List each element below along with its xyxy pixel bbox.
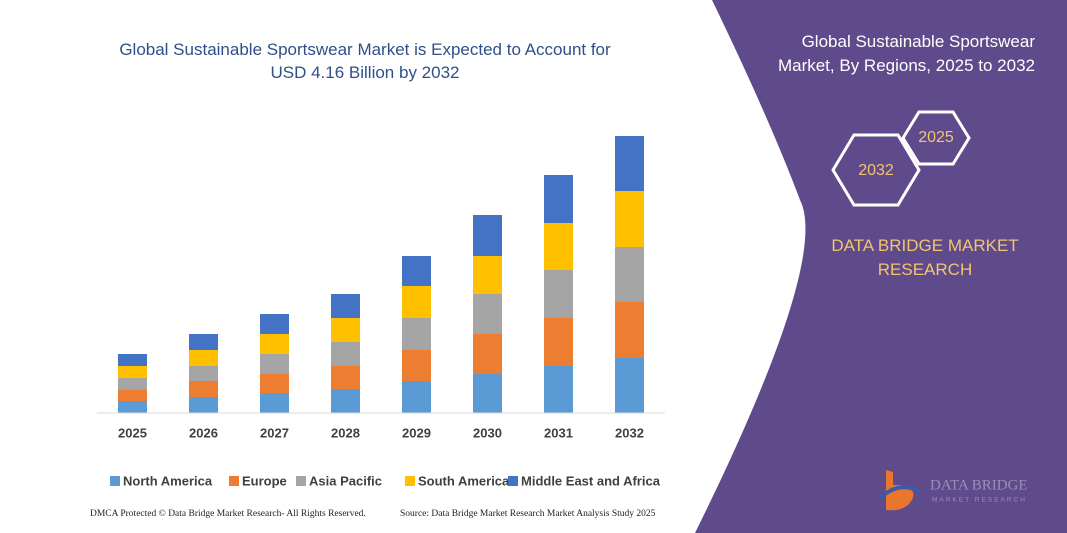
bar-segment: [544, 318, 573, 366]
bar-segment: [331, 366, 360, 389]
bar-segment: [473, 215, 502, 256]
footer-left: DMCA Protected © Data Bridge Market Rese…: [90, 509, 366, 519]
x-tick-label: 2025: [118, 425, 147, 440]
bar-segment: [331, 294, 360, 318]
bar-segment: [473, 374, 502, 413]
legend-label: Middle East and Africa: [521, 473, 661, 488]
x-tick-label: 2031: [544, 425, 573, 440]
bar-segment: [118, 390, 147, 401]
x-tick-label: 2029: [402, 425, 431, 440]
brand: DATA BRIDGE MARKET RESEARCH: [831, 236, 1019, 279]
hex-label: 2025: [918, 129, 954, 146]
logo-name: DATA BRIDGE: [930, 477, 1028, 493]
bar-segment: [473, 256, 502, 294]
bar-segment: [615, 358, 644, 413]
hex-label: 2032: [858, 162, 894, 179]
logo-tagline: MARKET RESEARCH: [932, 497, 1027, 504]
bar-segment: [402, 256, 431, 286]
legend-swatch: [229, 476, 239, 486]
bar-segment: [473, 334, 502, 374]
bar-segment: [615, 191, 644, 247]
bar-segment: [615, 136, 644, 191]
x-tick-label: 2028: [331, 425, 360, 440]
hexagon: [901, 110, 971, 166]
bar-segment: [402, 286, 431, 318]
bar-segment: [189, 381, 218, 397]
footer-right: Source: Data Bridge Market Research Mark…: [400, 509, 656, 519]
bar-segment: [544, 270, 573, 318]
bar-segment: [402, 381, 431, 413]
legend-swatch: [405, 476, 415, 486]
legend-swatch: [508, 476, 518, 486]
chart-title: Global Sustainable Sportswear Market is …: [119, 40, 611, 82]
legend-swatch: [110, 476, 120, 486]
legend-label: Europe: [242, 473, 287, 488]
bar-segment: [260, 374, 289, 393]
bar-segment: [260, 393, 289, 413]
x-tick-label: 2027: [260, 425, 289, 440]
bar-segment: [544, 223, 573, 270]
bar-segment: [331, 318, 360, 342]
logo-mark: [878, 485, 922, 500]
x-tick-label: 2030: [473, 425, 502, 440]
panel-title: Global Sustainable Sportswear Market, By…: [777, 32, 1035, 75]
hexagon: [831, 133, 921, 207]
bar-segment: [260, 334, 289, 354]
bar-segment: [260, 354, 289, 374]
legend-label: North America: [123, 473, 213, 488]
bar-segment: [189, 366, 218, 381]
bar-segment: [189, 334, 218, 350]
x-tick-label: 2032: [615, 425, 644, 440]
bar-segment: [615, 302, 644, 358]
bar-segment: [118, 354, 147, 366]
x-tick-label: 2026: [189, 425, 218, 440]
legend-label: Asia Pacific: [309, 473, 382, 488]
logo-mark: [886, 470, 914, 511]
legend-swatch: [296, 476, 306, 486]
bar-segment: [331, 389, 360, 413]
bar-segment: [544, 175, 573, 223]
bar-segment: [615, 247, 644, 302]
bar-segment: [331, 342, 360, 366]
bar-segment: [473, 294, 502, 334]
bar-segment: [402, 318, 431, 350]
bar-segment: [118, 366, 147, 378]
bar-segment: [118, 401, 147, 413]
bar-segment: [118, 378, 147, 390]
bar-segment: [402, 350, 431, 381]
side-panel: [695, 0, 1067, 533]
bar-segment: [189, 397, 218, 413]
bar-segment: [260, 314, 289, 334]
bar-segment: [189, 350, 218, 366]
legend-label: South America: [418, 473, 510, 488]
bar-segment: [544, 366, 573, 413]
